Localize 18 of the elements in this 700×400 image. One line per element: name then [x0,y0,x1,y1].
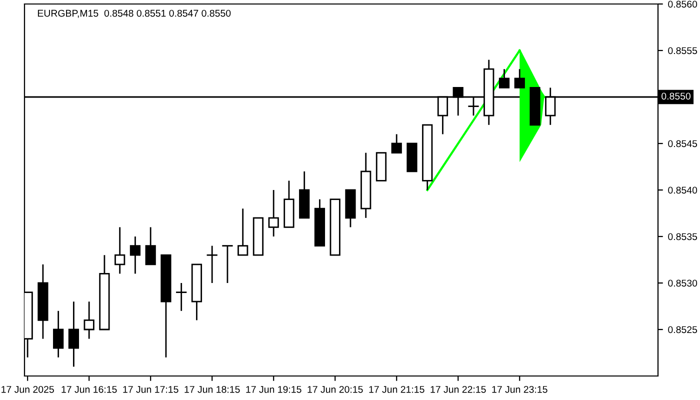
x-tick-label: 17 Jun 19:15 [246,386,302,393]
y-tick-label: 0.8525 [668,326,698,334]
x-tick-label: 17 Jun 22:15 [430,386,486,393]
y-tick-label: 0.8555 [668,47,698,54]
y-tick-label: 0.8560 [668,0,698,8]
x-tick-label: 17 Jun 18:15 [184,386,240,393]
y-tick-label: 0.8545 [668,140,698,148]
x-tick-label: 17 Jun 17:15 [123,386,178,393]
x-tick-label: 17 Jun 20:15 [308,386,363,393]
x-tick-label: 17 Jun 21:15 [369,386,424,393]
text: EURGBP,M15 0.8548 0.8551 0.8547 0.8550 [38,10,231,18]
x-tick-label: 17 Jun 23:15 [492,386,548,393]
y-tick-label: 0.8540 [668,186,698,194]
x-tick-label: 17 Jun 2025 [2,386,54,393]
x-tick-label: 17 Jun 16:15 [62,386,117,393]
y-tick-label: 0.8535 [668,233,698,240]
ref-line-label: 0.8550 [662,92,691,100]
y-tick-label: 0.8530 [668,280,698,287]
